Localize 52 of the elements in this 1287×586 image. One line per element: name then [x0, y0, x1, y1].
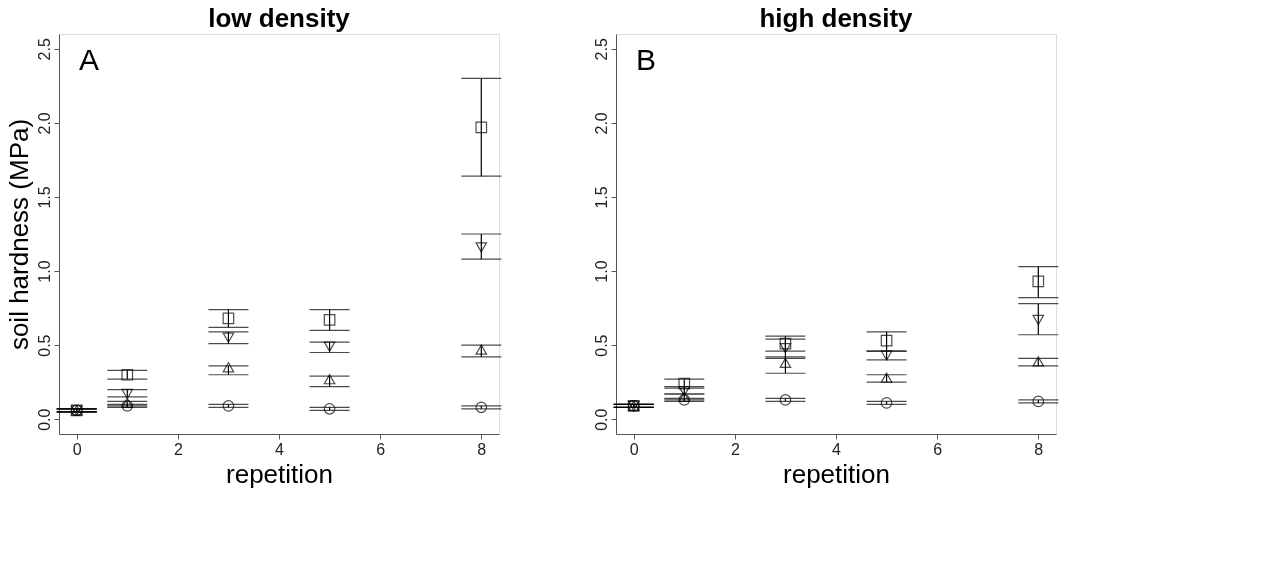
y-axis-title: soil hardness (MPa) [3, 118, 34, 351]
point [779, 357, 792, 369]
point [880, 372, 893, 383]
point [779, 342, 792, 354]
point [1032, 314, 1045, 326]
point [1032, 395, 1045, 408]
x-tick-label: 2 [173, 440, 183, 458]
point [475, 242, 488, 253]
x-tick-label: 2 [730, 440, 740, 458]
y-tick-label: 1.0 [35, 260, 53, 283]
chart-title: high density [759, 3, 914, 33]
y-tick-label: 0.0 [35, 408, 53, 431]
point [1032, 275, 1045, 288]
x-tick-label: 8 [477, 440, 487, 458]
y-tick-label: 0.5 [592, 334, 610, 357]
x-axis-title: repetition [226, 458, 333, 489]
y-tick-label: 2.5 [592, 38, 610, 61]
x-tick-label: 0 [72, 440, 82, 458]
point [323, 341, 336, 352]
y-tick-label: 2.5 [35, 38, 53, 61]
x-tick-label: 6 [376, 440, 386, 458]
point [222, 332, 235, 343]
x-tick-label: 4 [275, 440, 285, 458]
point [1032, 356, 1045, 367]
point [222, 362, 235, 373]
chart-title: low density [208, 3, 351, 33]
y-tick-label: 0.0 [592, 408, 610, 431]
point [475, 121, 488, 134]
y-tick-label: 2.0 [592, 112, 610, 135]
point [779, 394, 792, 406]
y-tick-label: 2.0 [35, 112, 53, 135]
point [323, 314, 336, 326]
point [121, 368, 134, 381]
point [323, 402, 336, 415]
y-tick-label: 1.5 [592, 186, 610, 209]
point [475, 344, 488, 355]
point [323, 374, 336, 385]
x-axis-title: repetition [783, 458, 890, 489]
x-tick-label: 6 [933, 440, 943, 458]
annotation: B [636, 43, 657, 76]
y-tick-label: 0.5 [35, 334, 53, 357]
point [880, 334, 893, 347]
y-tick-label: 1.5 [35, 186, 53, 209]
x-tick-label: 0 [629, 440, 639, 458]
point [222, 312, 235, 325]
point [475, 401, 488, 414]
y-tick-label: 1.0 [592, 260, 610, 283]
x-tick-label: 4 [832, 440, 842, 458]
x-tick-label: 8 [1034, 440, 1044, 458]
point [880, 397, 893, 409]
annotation: A [79, 43, 100, 76]
point [222, 400, 235, 412]
